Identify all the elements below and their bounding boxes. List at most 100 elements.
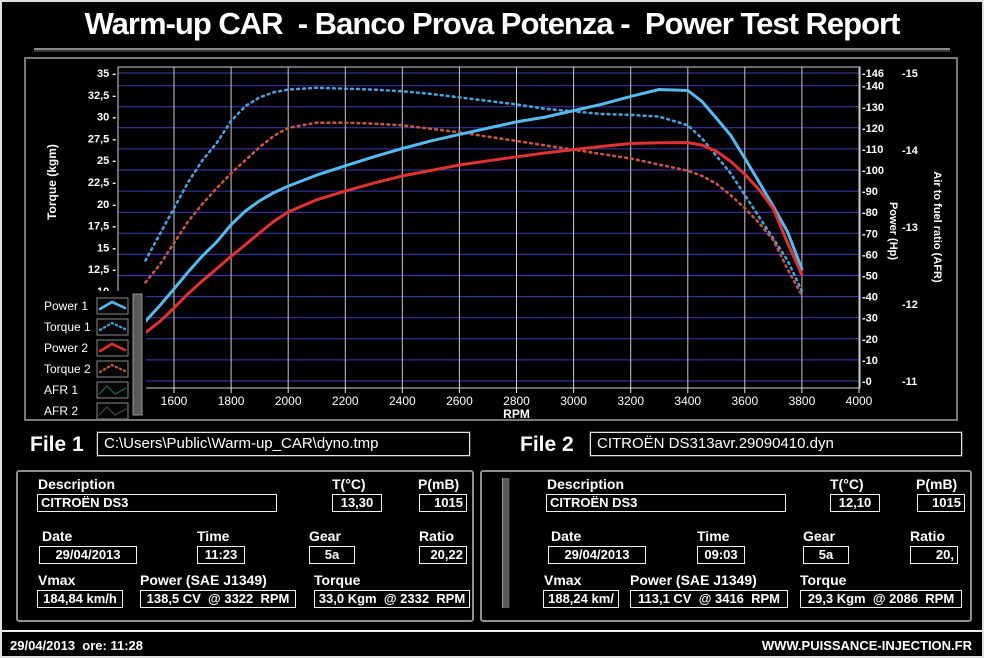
description-value: CITROËN DS3 (37, 494, 277, 512)
torque-value: 33,0 Kgm @ 2332 RPM (314, 590, 470, 608)
vmax-value: 188,24 km/ (543, 590, 619, 608)
svg-text:3800: 3800 (789, 394, 816, 408)
svg-text:-30: -30 (862, 313, 878, 325)
description-label: Description (38, 476, 116, 492)
legend-label-power-2: Power 2 (44, 341, 88, 355)
svg-text:22,5 -: 22,5 - (88, 177, 116, 189)
plot-border (117, 66, 861, 389)
torque-label: Torque (314, 572, 361, 588)
legend-item-torque-2[interactable]: Torque 2 (44, 360, 129, 378)
svg-text:-90: -90 (862, 186, 878, 198)
curve-power-2 (144, 141, 804, 334)
svg-text:30 -: 30 - (97, 112, 116, 124)
pressure-label: P(mB) (916, 476, 958, 492)
plot-legend: Power 1 Torque 1 Power 2 Torque 2 AFR 1 AFR 2 (28, 291, 146, 420)
temp-label: T(°C) (332, 476, 366, 492)
temp-value: 13,30 (332, 494, 382, 512)
svg-text:-100: -100 (862, 165, 884, 177)
svg-text:25 -: 25 - (97, 155, 116, 167)
legend-item-afr-2[interactable]: AFR 2 (44, 402, 129, 420)
power-axis-title: Power (Hp) (887, 202, 899, 260)
svg-text:2600: 2600 (446, 394, 473, 408)
v-gridlines (173, 67, 860, 388)
afr-axis-title: Air to fuel ratio (AFR) (931, 171, 943, 283)
svg-text:-50: -50 (862, 271, 878, 283)
legend-label-power-1: Power 1 (44, 299, 88, 313)
svg-text:35 -: 35 - (97, 68, 116, 80)
svg-text:-60: -60 (862, 249, 878, 261)
file1-path-field[interactable]: C:\Users\Public\Warm-up_CAR\dyno.tmp (96, 431, 471, 457)
svg-text:-20: -20 (862, 334, 878, 346)
statusbar-website: WWW.PUISSANCE-INJECTION.FR (761, 638, 972, 653)
svg-text:-14: -14 (902, 145, 919, 157)
ratio-value: 20,22 (419, 546, 467, 564)
legend-item-power-2[interactable]: Power 2 (44, 339, 129, 357)
svg-text:3400: 3400 (674, 394, 701, 408)
legend-swatch-torque-2 (96, 360, 129, 378)
svg-text:17,5 -: 17,5 - (88, 221, 116, 233)
file2-path-field[interactable]: CITROËN DS313avr.29090410.dyn (589, 431, 963, 457)
torque-axis-title: Torque (kgm) (45, 144, 59, 220)
title-rule-shadow (34, 50, 950, 52)
svg-text:-146: -146 (862, 68, 884, 80)
vmax-label: Vmax (544, 572, 582, 588)
legend-label-afr-2: AFR 2 (44, 404, 78, 418)
svg-text:1800: 1800 (218, 394, 245, 408)
legend-swatch-power-2 (96, 339, 129, 357)
torque-value: 29,3 Kgm @ 2086 RPM (800, 590, 962, 608)
svg-text:-140: -140 (862, 81, 884, 93)
ratio-label: Ratio (910, 528, 945, 544)
afr-axis-ticks: -15 -14 -13 -12 -11 (902, 68, 919, 388)
legend-item-afr-1[interactable]: AFR 1 (44, 381, 129, 399)
svg-text:-70: -70 (862, 228, 878, 240)
date-value: 29/04/2013 (548, 546, 646, 564)
x-axis-title: RPM (503, 407, 530, 419)
svg-text:15 -: 15 - (97, 242, 116, 254)
ratio-label: Ratio (419, 528, 454, 544)
legend-swatch-power-1 (96, 297, 129, 315)
svg-text:-12: -12 (902, 299, 918, 311)
power-label: Power (SAE J1349) (140, 572, 267, 588)
svg-text:12,5 -: 12,5 - (88, 264, 116, 276)
svg-text:2400: 2400 (389, 394, 416, 408)
svg-text:3600: 3600 (731, 394, 758, 408)
legend-label-torque-1: Torque 1 (44, 320, 91, 334)
title-rule (34, 48, 950, 50)
curve-torque-1 (144, 86, 804, 293)
svg-text:-80: -80 (862, 207, 878, 219)
torque-axis-ticks: 35 - 32,5 - 30 - 27,5 - 25 - 22,5 - 20 - 17,5 -… (88, 68, 116, 298)
run1-data-panel: Description CITROËN DS3 T(°C) 13,30 P(mB… (16, 470, 474, 622)
power-label: Power (SAE J1349) (630, 572, 757, 588)
legend-scrollbar[interactable] (132, 293, 143, 416)
gear-label: Gear (309, 528, 341, 544)
page-title: Warm-up CAR - Banco Prova Potenza - Powe… (84, 6, 901, 41)
temp-value: 12,10 (830, 494, 880, 512)
temp-label: T(°C) (830, 476, 864, 492)
svg-text:-10: -10 (862, 355, 878, 367)
svg-text:-13: -13 (902, 222, 918, 234)
time-label: Time (697, 528, 730, 544)
svg-text:4000: 4000 (846, 394, 873, 408)
svg-text:-40: -40 (862, 292, 878, 304)
svg-text:1600: 1600 (161, 394, 188, 408)
curve-torque-2 (144, 121, 804, 297)
svg-text:2200: 2200 (332, 394, 359, 408)
svg-text:-15: -15 (902, 68, 918, 80)
svg-text:32,5 -: 32,5 - (88, 90, 116, 102)
dyno-chart-svg: 35 - 32,5 - 30 - 27,5 - 25 - 22,5 - 20 - 17,5 -… (28, 66, 943, 421)
description-label: Description (547, 476, 625, 492)
svg-text:2000: 2000 (275, 394, 302, 408)
svg-text:3200: 3200 (617, 394, 644, 408)
power-axis-ticks: -146-140 -130 -120 -110 -100 -90 -80 -70 -60 -50 -… (862, 68, 884, 388)
time-value: 11:23 (197, 546, 245, 564)
legend-swatch-torque-1 (96, 318, 129, 336)
legend-item-torque-1[interactable]: Torque 1 (44, 318, 129, 336)
time-value: 09:03 (697, 546, 745, 564)
legend-item-power-1[interactable]: Power 1 (44, 297, 129, 315)
torque-label: Torque (800, 572, 847, 588)
legend-label-torque-2: Torque 2 (44, 362, 91, 376)
gear-label: Gear (803, 528, 835, 544)
svg-text:-120: -120 (862, 123, 884, 135)
legend-label-afr-1: AFR 1 (44, 383, 78, 397)
